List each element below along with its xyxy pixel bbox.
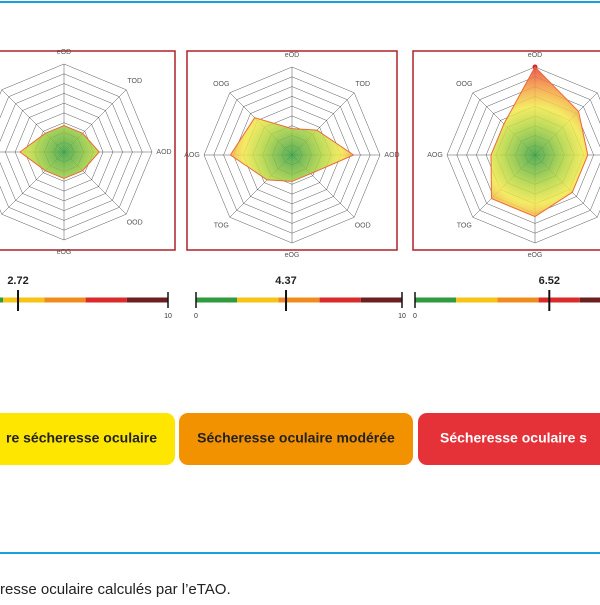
- axis-label: TOD: [127, 78, 142, 85]
- axis-label: eOG: [528, 252, 543, 259]
- severity-badge: [179, 413, 413, 465]
- axis-label: eOD: [57, 49, 71, 56]
- scale-segment: [126, 297, 168, 303]
- severity-badge: [418, 413, 600, 465]
- severity-badge: [0, 413, 175, 465]
- scale-segment: [85, 297, 127, 303]
- axis-label: OOD: [355, 223, 371, 230]
- score-label: 6.52: [539, 275, 560, 287]
- scale-tick-label: 0: [413, 313, 417, 320]
- scale-segment: [415, 297, 457, 303]
- axis-label: TOG: [457, 223, 472, 230]
- scale-segment: [497, 297, 539, 303]
- axis-label: eOD: [528, 52, 542, 59]
- severity-label: Sécheresse oculaire s: [440, 430, 587, 446]
- radar-area: [19, 125, 100, 179]
- scale-segment: [579, 297, 600, 303]
- axis-label: TOD: [355, 81, 370, 88]
- scale-segment: [360, 297, 402, 303]
- scale-segment: [3, 297, 45, 303]
- axis-label: eOG: [57, 249, 72, 256]
- score-label: 4.37: [275, 275, 296, 287]
- scale-tick-label: 10: [398, 313, 406, 320]
- scale-segment: [319, 297, 361, 303]
- axis-label: OOG: [213, 81, 229, 88]
- axis-label: AOG: [427, 152, 443, 159]
- axis-label: OOG: [456, 81, 472, 88]
- scale-segment: [0, 297, 4, 303]
- scale-segment: [456, 297, 498, 303]
- axis-label: AOD: [156, 149, 171, 156]
- axis-label: TOG: [214, 223, 229, 230]
- radar-area: [229, 117, 355, 182]
- axis-label: AOD: [384, 152, 399, 159]
- scale-segment: [538, 297, 580, 303]
- score-label: 2.72: [7, 275, 28, 287]
- radar-area: [490, 66, 589, 218]
- scale-segment: [237, 297, 279, 303]
- axis-label: eOD: [285, 52, 299, 59]
- axis-label: eOG: [285, 252, 300, 259]
- severity-label: Sécheresse oculaire modérée: [197, 430, 395, 446]
- scale-segment: [196, 297, 238, 303]
- axis-label: OOD: [127, 220, 143, 227]
- scale-segment: [278, 297, 320, 303]
- scale-segment: [44, 297, 86, 303]
- scale-tick-label: 10: [164, 313, 172, 320]
- axis-label: AOG: [184, 152, 200, 159]
- scale-tick-label: 0: [194, 313, 198, 320]
- severity-label: re sécheresse oculaire: [6, 430, 157, 446]
- caption: resse oculaire calculés par l’eTAO.: [0, 581, 231, 598]
